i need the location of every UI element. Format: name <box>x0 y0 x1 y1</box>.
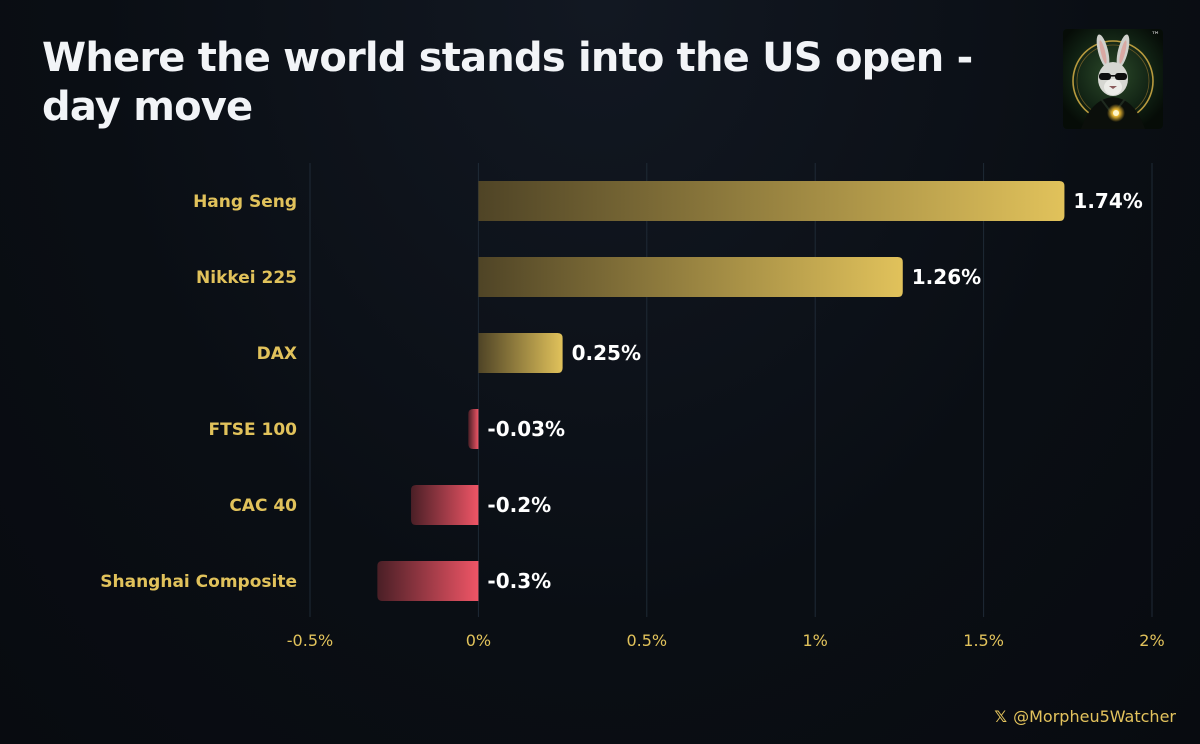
bar <box>411 485 479 525</box>
value-labels: 1.74% 1.26% 0.25% -0.03% -0.2% -0.3% <box>487 189 1142 593</box>
bar <box>478 333 563 373</box>
x-logo-icon: 𝕏 <box>994 707 1008 726</box>
bar-chart: Hang Seng Nikkei 225 DAX FTSE 100 CAC 40 Shan… <box>100 163 1165 650</box>
author-handle[interactable]: @Morpheu5Watcher <box>1013 707 1176 726</box>
value-label: -0.3% <box>487 569 551 593</box>
value-label: 0.25% <box>572 341 641 365</box>
x-tick-label: 1.5% <box>963 631 1004 650</box>
trademark-mark: ™ <box>1151 31 1160 41</box>
category-label: DAX <box>257 344 297 364</box>
chart-title: Where the world stands into the US open … <box>42 35 973 130</box>
category-label: Hang Seng <box>193 192 297 212</box>
x-tick-label: 2% <box>1139 631 1164 650</box>
bar <box>468 409 479 449</box>
bar <box>478 181 1065 221</box>
value-label: -0.03% <box>487 417 565 441</box>
rabbit-logo-graphic <box>1063 29 1163 129</box>
x-tick-label: -0.5% <box>287 631 333 650</box>
x-tick-label: 0.5% <box>626 631 667 650</box>
bars <box>377 181 1065 601</box>
author-credit[interactable]: 𝕏 @Morpheu5Watcher <box>994 707 1176 726</box>
value-label: -0.2% <box>487 493 551 517</box>
bar <box>377 561 479 601</box>
gridlines <box>309 163 1153 617</box>
value-label: 1.74% <box>1073 189 1142 213</box>
bar <box>478 257 903 297</box>
value-label: 1.26% <box>912 265 981 289</box>
category-label: CAC 40 <box>229 496 297 516</box>
category-label: Shanghai Composite <box>100 572 297 592</box>
category-label: FTSE 100 <box>209 420 298 440</box>
rabbit-logo-icon: ™ <box>1063 29 1163 129</box>
x-tick-label: 0% <box>466 631 491 650</box>
category-label: Nikkei 225 <box>196 268 297 288</box>
category-labels: Hang Seng Nikkei 225 DAX FTSE 100 CAC 40 Shan… <box>100 192 297 592</box>
x-tick-label: 1% <box>803 631 828 650</box>
x-axis-tick-labels: -0.5% 0% 0.5% 1% 1.5% 2% <box>287 631 1165 650</box>
